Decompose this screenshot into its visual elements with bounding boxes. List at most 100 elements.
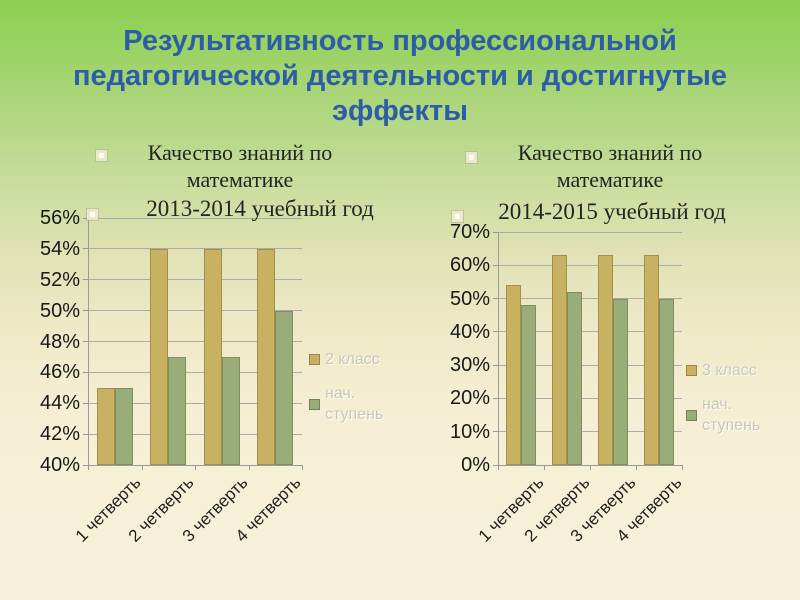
y-axis-line bbox=[498, 232, 499, 469]
grid-line bbox=[88, 310, 302, 312]
legend-swatch bbox=[686, 365, 697, 376]
grid-line bbox=[498, 298, 682, 300]
y-axis-label: 52% bbox=[39, 268, 80, 291]
y-axis-label: 50% bbox=[39, 299, 80, 322]
bar bbox=[506, 285, 521, 465]
x-tick bbox=[636, 465, 637, 470]
right-chart-subtitle: 2014-2015 учебный год bbox=[498, 199, 726, 224]
slide-title: Результативность профессиональной педаго… bbox=[30, 24, 770, 129]
square-bullet-icon bbox=[466, 152, 477, 163]
y-tick bbox=[83, 310, 88, 312]
bar bbox=[257, 248, 276, 465]
heading-line: математике bbox=[556, 167, 664, 192]
x-axis-line bbox=[493, 465, 682, 466]
y-axis-label: 54% bbox=[39, 237, 80, 260]
legend-item: 2 класс bbox=[309, 349, 411, 370]
heading-line: математике bbox=[186, 167, 294, 192]
grid-line bbox=[498, 331, 682, 333]
y-tick bbox=[493, 264, 498, 266]
y-tick bbox=[493, 431, 498, 433]
grid-line bbox=[498, 264, 682, 266]
x-tick bbox=[141, 465, 143, 470]
x-tick bbox=[498, 465, 499, 470]
bar bbox=[114, 387, 133, 465]
y-axis-label: 0% bbox=[461, 454, 490, 476]
bar bbox=[567, 291, 582, 465]
square-bullet-icon bbox=[96, 150, 107, 161]
y-tick bbox=[83, 371, 88, 373]
y-tick bbox=[83, 248, 88, 250]
slide-title-line: эффекты bbox=[332, 95, 468, 127]
bar bbox=[275, 310, 294, 465]
x-tick bbox=[88, 465, 89, 470]
legend-item: нач. ступень bbox=[309, 383, 411, 425]
y-tick bbox=[493, 298, 498, 300]
y-axis-label: 60% bbox=[449, 254, 490, 277]
y-axis-label: 30% bbox=[449, 354, 490, 377]
legend-item: нач. ступень bbox=[686, 394, 788, 436]
grid-line bbox=[498, 431, 682, 433]
legend: 2 класс нач. ступень bbox=[309, 349, 411, 425]
bar bbox=[613, 298, 628, 465]
legend-item: 3 класс bbox=[686, 360, 788, 381]
y-axis-label: 40% bbox=[39, 454, 80, 476]
y-tick bbox=[83, 402, 88, 404]
left-chart-subtitle: 2013-2014 учебный год bbox=[146, 196, 374, 221]
legend-swatch bbox=[686, 409, 697, 421]
square-bullet-icon bbox=[452, 211, 463, 222]
y-tick bbox=[83, 217, 88, 219]
grid-line bbox=[88, 433, 302, 435]
y-axis-label: 56% bbox=[39, 207, 80, 229]
y-tick bbox=[83, 341, 88, 342]
bar bbox=[168, 356, 187, 465]
grid-line bbox=[88, 248, 302, 250]
grid-line bbox=[498, 397, 682, 399]
y-axis-label: 46% bbox=[39, 361, 80, 384]
x-axis-line bbox=[83, 465, 302, 466]
y-tick bbox=[493, 331, 498, 333]
x-tick bbox=[248, 465, 250, 470]
bar bbox=[221, 356, 240, 465]
y-axis-label: 40% bbox=[449, 320, 490, 343]
grid-line bbox=[88, 341, 302, 342]
grid-line bbox=[88, 279, 302, 281]
legend-label: 2 класс bbox=[325, 351, 380, 368]
x-tick bbox=[195, 465, 196, 470]
legend-swatch bbox=[309, 398, 320, 410]
y-tick bbox=[493, 397, 498, 399]
heading-line: Качество знаний по bbox=[147, 140, 333, 165]
heading-line: Качество знаний по bbox=[517, 140, 703, 165]
slide-title-line: педагогической деятельности и достигнуты… bbox=[72, 60, 727, 92]
bar bbox=[598, 255, 613, 465]
x-tick bbox=[302, 465, 303, 470]
legend-label: 3 класс bbox=[702, 362, 757, 379]
y-axis-label: 70% bbox=[449, 221, 490, 243]
legend-swatch bbox=[309, 354, 320, 365]
bar bbox=[644, 255, 659, 465]
legend-label: нач. ступень bbox=[702, 396, 761, 434]
right-chart-heading: Качество знаний по математике bbox=[430, 139, 790, 193]
bar bbox=[659, 298, 674, 465]
grid-line bbox=[88, 217, 302, 219]
y-tick bbox=[493, 231, 498, 233]
y-axis-label: 20% bbox=[449, 387, 490, 410]
y-axis-label: 44% bbox=[39, 392, 80, 415]
y-axis-label: 50% bbox=[449, 287, 490, 310]
x-tick bbox=[544, 465, 545, 470]
bar bbox=[552, 255, 567, 465]
x-tick bbox=[590, 465, 591, 470]
legend-label: нач. ступень bbox=[325, 385, 384, 423]
bar bbox=[150, 248, 169, 465]
y-axis-label: 42% bbox=[39, 423, 80, 446]
y-axis-line bbox=[88, 218, 89, 469]
x-tick bbox=[682, 465, 683, 470]
grid-line bbox=[88, 371, 302, 373]
legend: 3 класс нач. ступень bbox=[686, 360, 788, 436]
y-axis-label: 48% bbox=[39, 330, 80, 353]
y-axis-label: 10% bbox=[449, 420, 490, 443]
slide-title-line: Результативность профессиональной bbox=[123, 25, 677, 57]
bar bbox=[203, 248, 222, 465]
